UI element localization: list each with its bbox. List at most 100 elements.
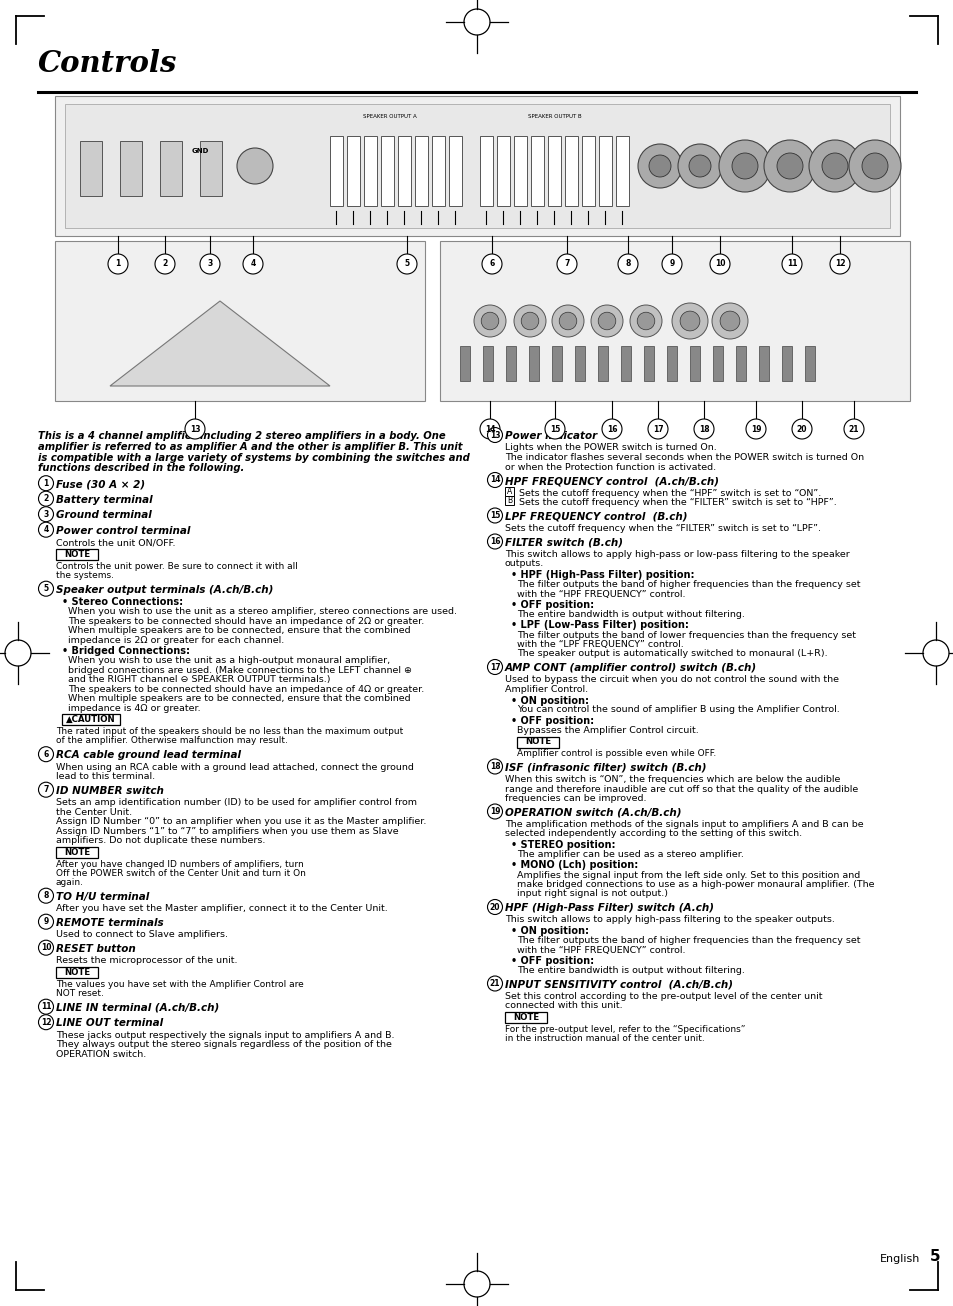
Text: 21: 21 <box>489 980 499 989</box>
Text: is compatible with a large variety of systems by combining the switches and: is compatible with a large variety of sy… <box>38 453 469 462</box>
Text: B: B <box>506 496 512 505</box>
Circle shape <box>862 153 887 179</box>
Circle shape <box>479 419 499 439</box>
Circle shape <box>474 306 505 337</box>
Text: The entire bandwidth is output without filtering.: The entire bandwidth is output without f… <box>517 966 744 976</box>
Polygon shape <box>110 300 330 387</box>
Text: and the RIGHT channel ⊖ SPEAKER OUTPUT terminals.): and the RIGHT channel ⊖ SPEAKER OUTPUT t… <box>68 675 330 684</box>
Text: • OFF position:: • OFF position: <box>511 716 594 726</box>
Bar <box>364 136 376 206</box>
Text: English: English <box>879 1254 920 1264</box>
Bar <box>666 346 677 381</box>
Circle shape <box>480 312 498 330</box>
Text: 11: 11 <box>41 1002 51 1011</box>
Bar <box>598 136 612 206</box>
Circle shape <box>38 581 53 597</box>
Text: NOTE: NOTE <box>64 848 90 857</box>
Text: 5: 5 <box>929 1249 940 1264</box>
Bar <box>504 487 514 495</box>
Circle shape <box>38 940 53 955</box>
Circle shape <box>647 419 667 439</box>
Text: 13: 13 <box>489 431 499 440</box>
Text: 8: 8 <box>624 260 630 269</box>
Text: with the “HPF FREQUENCY” control.: with the “HPF FREQUENCY” control. <box>517 589 685 598</box>
Circle shape <box>38 999 53 1015</box>
Bar <box>347 136 359 206</box>
Text: outputs.: outputs. <box>504 559 543 568</box>
Text: The speakers to be connected should have an impedance of 2Ω or greater.: The speakers to be connected should have… <box>68 616 424 626</box>
Text: The filter outputs the band of higher frequencies than the frequency set: The filter outputs the band of higher fr… <box>517 936 860 946</box>
Circle shape <box>108 253 128 274</box>
Text: LPF FREQUENCY control  (B.ch): LPF FREQUENCY control (B.ch) <box>504 512 687 521</box>
Text: You can control the sound of amplifier B using the Amplifier Control.: You can control the sound of amplifier B… <box>517 705 839 714</box>
Text: Assign ID Numbers “1” to “7” to amplifiers when you use them as Slave: Assign ID Numbers “1” to “7” to amplifie… <box>56 827 398 836</box>
Circle shape <box>487 976 502 991</box>
Circle shape <box>590 306 622 337</box>
Text: This switch allows to apply high-pass filtering to the speaker outputs.: This switch allows to apply high-pass fi… <box>504 916 834 925</box>
Circle shape <box>544 419 564 439</box>
Circle shape <box>38 507 53 521</box>
Text: bridged connections are used. (Make connections to the LEFT channel ⊕: bridged connections are used. (Make conn… <box>68 666 412 675</box>
Text: Sets an amp identification number (ID) to be used for amplifier control from: Sets an amp identification number (ID) t… <box>56 798 416 807</box>
Text: OPERATION switch (A.ch/B.ch): OPERATION switch (A.ch/B.ch) <box>504 807 680 818</box>
Text: • STEREO position:: • STEREO position: <box>511 840 615 850</box>
Text: or when the Protection function is activated.: or when the Protection function is activ… <box>504 462 716 471</box>
Text: the systems.: the systems. <box>56 571 113 580</box>
Circle shape <box>598 312 615 330</box>
Bar <box>564 136 578 206</box>
Text: 17: 17 <box>652 424 662 434</box>
Text: The amplifier can be used as a stereo amplifier.: The amplifier can be used as a stereo am… <box>517 850 743 859</box>
Bar <box>439 242 909 401</box>
Text: 13: 13 <box>190 424 200 434</box>
Bar <box>497 136 510 206</box>
Text: 5: 5 <box>44 584 49 593</box>
Text: OPERATION switch.: OPERATION switch. <box>56 1050 146 1059</box>
Text: 18: 18 <box>698 424 709 434</box>
Bar <box>80 141 102 196</box>
Bar <box>759 346 768 381</box>
Bar <box>781 346 791 381</box>
Text: with the “HPF FREQUENCY” control.: with the “HPF FREQUENCY” control. <box>517 946 685 955</box>
Bar <box>598 346 607 381</box>
Circle shape <box>678 144 721 188</box>
Text: impedance is 4Ω or greater.: impedance is 4Ω or greater. <box>68 704 200 713</box>
Circle shape <box>648 155 670 178</box>
Text: INPUT SENSITIVITY control  (A.ch/B.ch): INPUT SENSITIVITY control (A.ch/B.ch) <box>504 980 732 990</box>
Text: The speakers to be connected should have an impedance of 4Ω or greater.: The speakers to be connected should have… <box>68 684 424 693</box>
Text: • ON position:: • ON position: <box>511 696 588 705</box>
Text: • ON position:: • ON position: <box>511 926 588 936</box>
Circle shape <box>200 253 220 274</box>
Bar <box>620 346 630 381</box>
Bar <box>56 549 98 560</box>
Circle shape <box>776 153 802 179</box>
Text: 21: 21 <box>848 424 859 434</box>
Circle shape <box>243 253 263 274</box>
Text: Controls the unit ON/OFF.: Controls the unit ON/OFF. <box>56 538 175 547</box>
Text: 16: 16 <box>606 424 617 434</box>
Text: LINE IN terminal (A.ch/B.ch): LINE IN terminal (A.ch/B.ch) <box>56 1003 219 1012</box>
Circle shape <box>38 491 53 507</box>
Bar <box>712 346 722 381</box>
Bar <box>380 136 394 206</box>
Text: They always output the stereo signals regardless of the position of the: They always output the stereo signals re… <box>56 1040 392 1049</box>
Text: These jacks output respectively the signals input to amplifiers A and B.: These jacks output respectively the sign… <box>56 1030 395 1040</box>
Bar <box>804 346 814 381</box>
Text: NOT reset.: NOT reset. <box>56 989 104 998</box>
Text: Controls the unit power. Be sure to connect it with all: Controls the unit power. Be sure to conn… <box>56 562 297 571</box>
Circle shape <box>38 782 53 797</box>
Text: HPF FREQUENCY control  (A.ch/B.ch): HPF FREQUENCY control (A.ch/B.ch) <box>504 475 719 486</box>
Bar <box>547 136 560 206</box>
Text: RESET button: RESET button <box>56 944 135 953</box>
Circle shape <box>520 312 538 330</box>
Circle shape <box>763 140 815 192</box>
Text: • OFF position:: • OFF position: <box>511 956 594 966</box>
Text: ▲CAUTION: ▲CAUTION <box>66 716 115 725</box>
Circle shape <box>38 522 53 537</box>
Text: 6: 6 <box>43 750 49 759</box>
Text: Amplifies the signal input from the left side only. Set to this position and: Amplifies the signal input from the left… <box>517 871 860 879</box>
Circle shape <box>629 306 661 337</box>
Circle shape <box>719 140 770 192</box>
Text: in the instruction manual of the center unit.: in the instruction manual of the center … <box>504 1034 704 1043</box>
Circle shape <box>637 312 654 330</box>
Bar <box>55 97 899 236</box>
